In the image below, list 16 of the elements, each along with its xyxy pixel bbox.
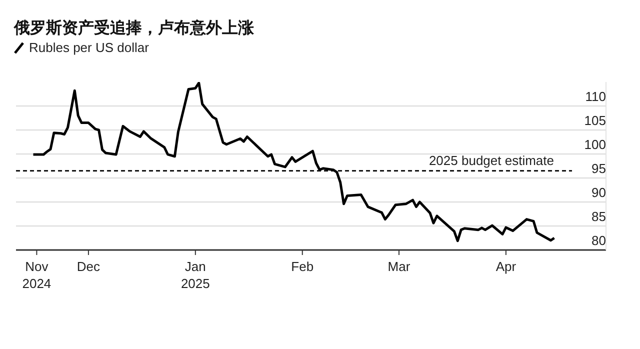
x-tick-label: Mar: [388, 259, 411, 274]
x-tick-label: Jan 2025: [180, 259, 210, 291]
chart-title: 俄罗斯资产受追捧，卢布意外上涨: [14, 18, 254, 39]
x-tick-label: Dec: [76, 259, 101, 274]
x-tick-label: Feb: [291, 259, 314, 274]
y-tick-label: 95: [592, 161, 606, 176]
y-tick-label: 85: [592, 209, 606, 224]
y-tick-label: 90: [592, 185, 606, 200]
y-tick-label: 100: [584, 137, 606, 152]
y-tick-label: 80: [592, 233, 606, 248]
x-tick-label: Nov 2024: [22, 259, 52, 291]
ref-line-label: 2025 budget estimate: [428, 152, 554, 168]
y-tick-label: 105: [584, 113, 606, 128]
x-tick-label: Apr: [496, 259, 517, 274]
legend-label: Rubles per US dollar: [28, 40, 149, 55]
y-tick-label: 110: [585, 89, 606, 104]
